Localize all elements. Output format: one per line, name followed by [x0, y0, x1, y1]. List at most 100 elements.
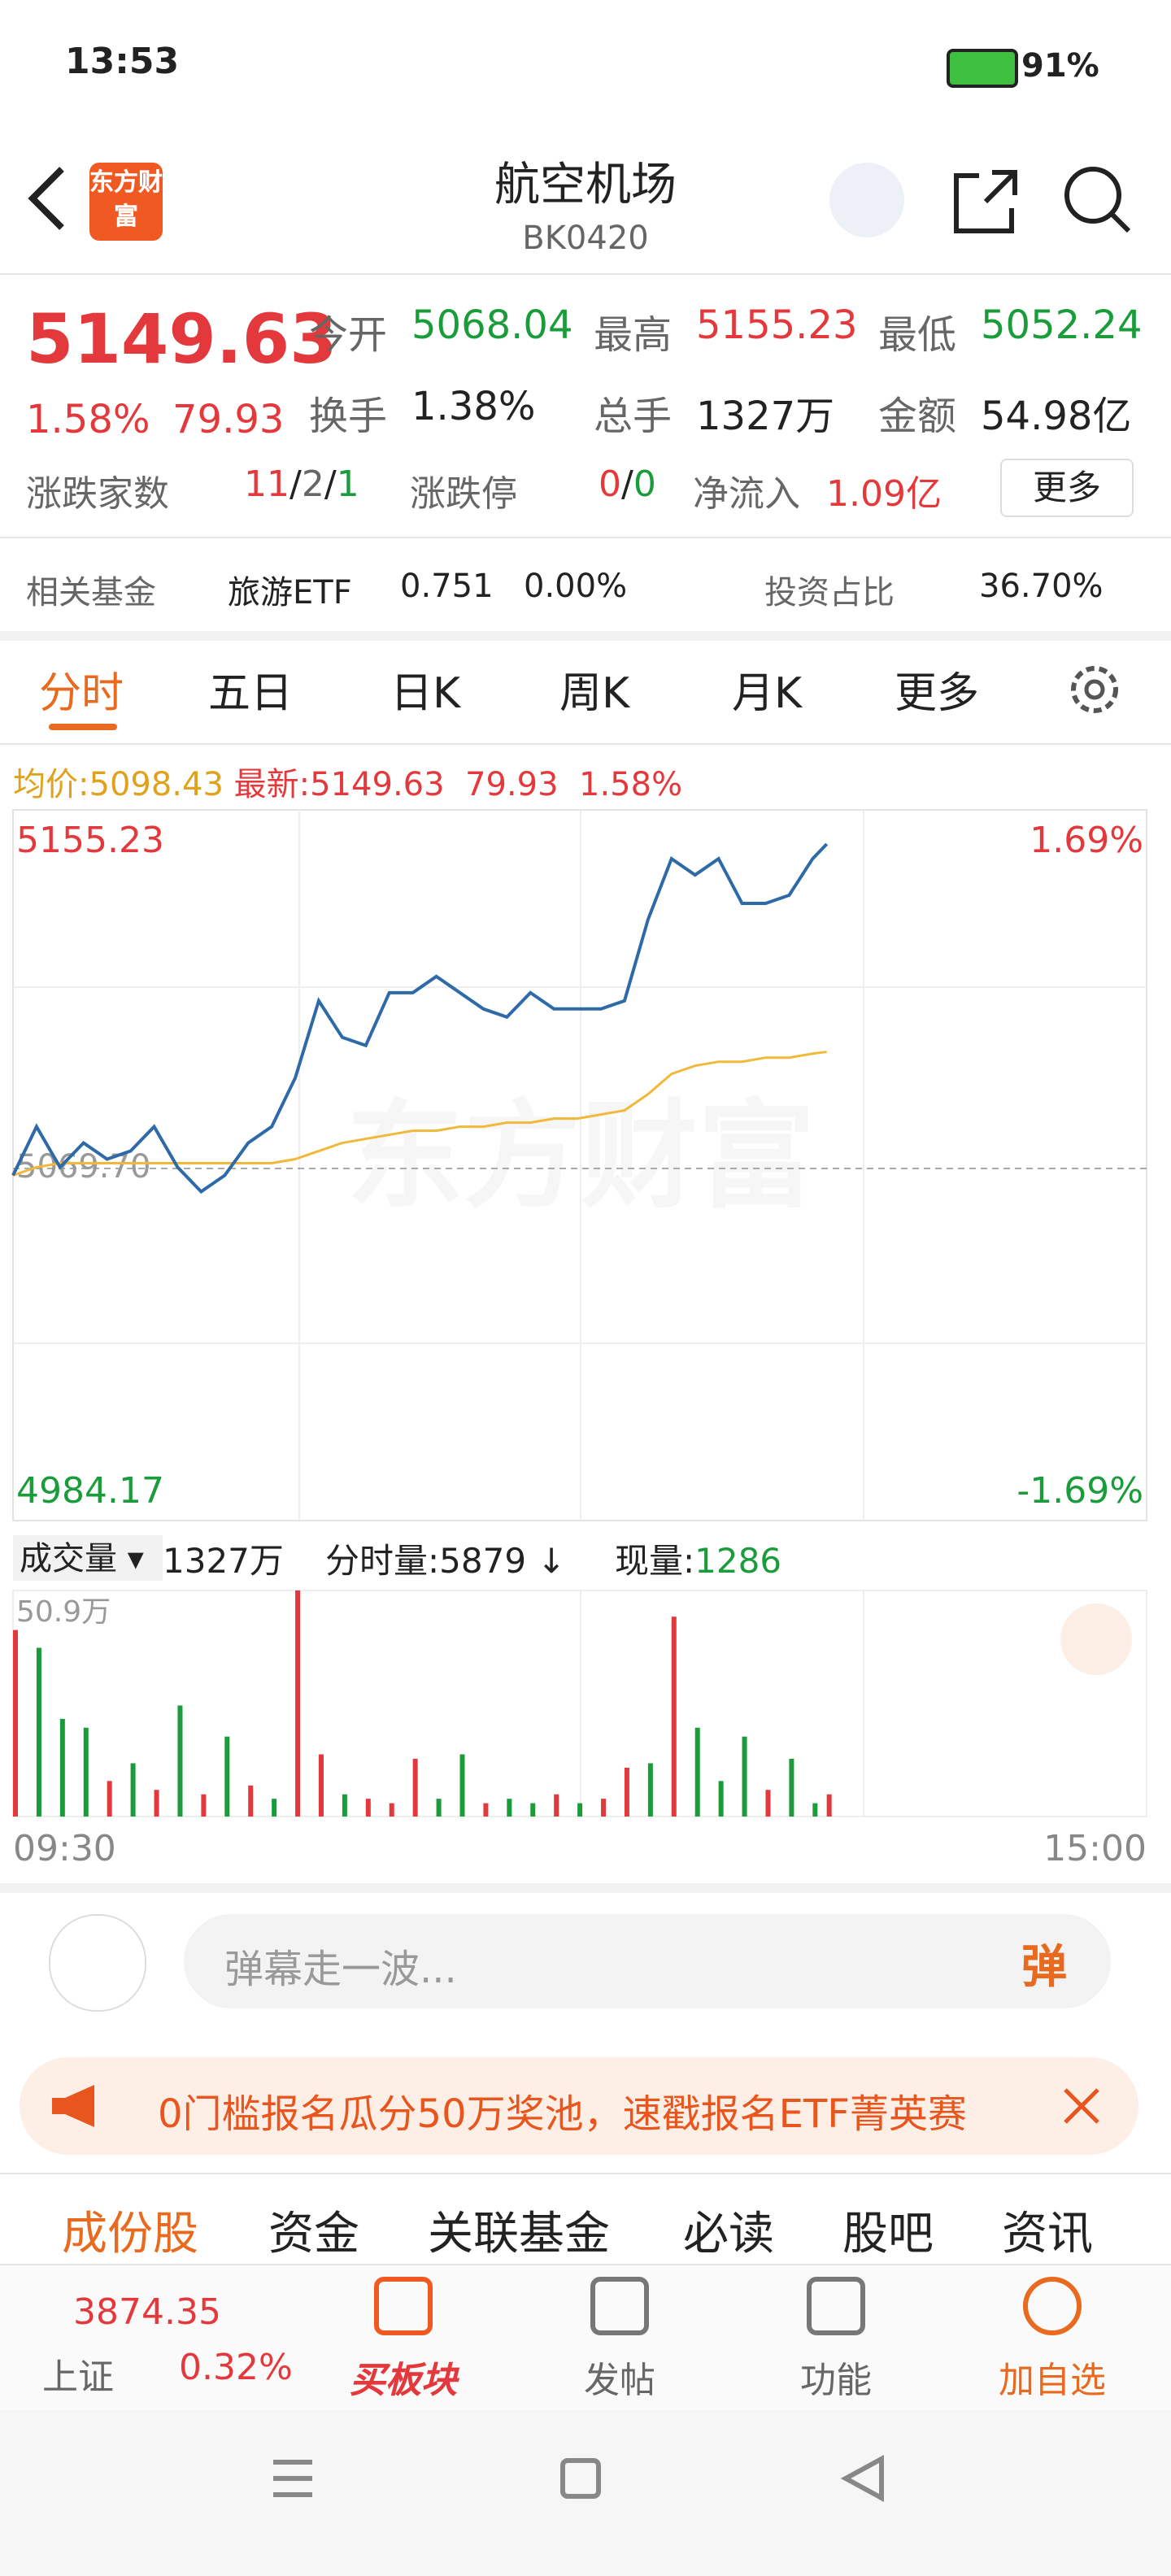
settings-button[interactable]: [1065, 660, 1124, 719]
danmu-button[interactable]: 弹: [1021, 1940, 1068, 1994]
nav-icon[interactable]: [590, 2277, 649, 2335]
volume-selector[interactable]: 成交量 ▾: [13, 1535, 163, 1581]
more-button[interactable]: 更多: [1000, 459, 1134, 517]
chart-tab[interactable]: 月K: [732, 670, 803, 719]
volume-bar: [765, 1790, 771, 1817]
field-value: 5068.04: [411, 302, 573, 348]
chart-tab[interactable]: 五日: [208, 670, 294, 719]
last-pct: 1.58%: [579, 764, 683, 803]
chart-tab[interactable]: 分时: [39, 670, 124, 719]
volume-bar: [318, 1754, 324, 1817]
field-value: 5052.24: [981, 302, 1143, 348]
field-label: 今开: [309, 312, 387, 358]
nav-icon[interactable]: [374, 2277, 433, 2335]
nav-button[interactable]: 发帖: [583, 2361, 655, 2402]
battery-icon: [947, 49, 1018, 88]
ratio: 36.70%: [979, 566, 1104, 605]
page-title: 航空机场: [494, 158, 677, 211]
tick-label: 分时量:: [325, 1542, 440, 1581]
volume-bar: [507, 1799, 512, 1817]
now-volume: 现量:1286: [615, 1535, 781, 1584]
up-count: 11: [244, 465, 289, 506]
index-value[interactable]: 3874.35: [73, 2293, 221, 2334]
avg-value: 5098.43: [89, 764, 224, 803]
inflow: 1.09亿: [826, 475, 942, 516]
volume-bar: [530, 1803, 536, 1817]
volume-bar: [201, 1794, 207, 1817]
fund-label: 相关基金: [26, 572, 156, 611]
section-tab[interactable]: 关联基金: [428, 2207, 611, 2261]
volume-bar: [13, 1630, 18, 1817]
volume-bar: [389, 1803, 394, 1817]
price-line: [11, 842, 829, 1194]
expand-button[interactable]: [1060, 1603, 1132, 1675]
volume-bar: [224, 1736, 230, 1817]
volume-bar: [718, 1781, 724, 1817]
fund-name[interactable]: 旅游ETF: [228, 572, 352, 611]
search-button[interactable]: [1060, 163, 1135, 237]
chart-tab[interactable]: 更多: [895, 670, 980, 719]
fund-change: 0.00%: [524, 566, 628, 605]
volume-bar: [826, 1794, 832, 1817]
pct-bottom: -1.69%: [1016, 1470, 1143, 1512]
avg-label: 均价:: [13, 764, 89, 803]
pct-top: 1.69%: [1030, 820, 1143, 861]
field-value: 1.38%: [411, 384, 536, 429]
comment-input[interactable]: [184, 1914, 1111, 2008]
nav-bar: [0, 2264, 1171, 2412]
nav-button[interactable]: 功能: [799, 2361, 872, 2402]
last-price: 5149.63: [26, 299, 337, 379]
banner-close[interactable]: [1060, 2085, 1103, 2127]
robot-icon[interactable]: [829, 163, 904, 237]
volume-bar: [248, 1785, 254, 1817]
section-tab[interactable]: 资金: [268, 2207, 360, 2261]
battery: 91%: [1021, 46, 1099, 85]
comment-placeholder: 弹幕走一波...: [224, 1947, 457, 1992]
section-tab[interactable]: 成份股: [62, 2207, 199, 2261]
down-count: 1: [336, 465, 359, 506]
volume-bar: [342, 1794, 347, 1817]
volume-total: 1327万: [163, 1542, 284, 1581]
change: 79.93: [172, 397, 285, 442]
section-tab[interactable]: 必读: [683, 2207, 775, 2261]
volume-bar: [436, 1799, 442, 1817]
field-label: 换手: [309, 394, 387, 439]
volume-bar: [107, 1781, 112, 1817]
nav-button[interactable]: 加自选: [998, 2361, 1106, 2402]
nav-button[interactable]: 买板块: [349, 2361, 457, 2402]
banner[interactable]: [20, 2057, 1138, 2155]
volume-bar: [742, 1736, 747, 1817]
last-change: 79.93: [465, 764, 559, 803]
nav-icon[interactable]: [807, 2277, 865, 2335]
section-tab[interactable]: 资讯: [1002, 2207, 1094, 2261]
tick-volume: 分时量:5879 ↓: [325, 1542, 566, 1581]
app-logo: 东方财富: [89, 163, 163, 241]
volume-bar: [83, 1727, 89, 1817]
y-min-label: 4984.17: [16, 1470, 164, 1512]
time-start: 09:30: [13, 1828, 116, 1869]
chart-tab[interactable]: 周K: [559, 670, 630, 719]
volume-bar: [412, 1758, 418, 1817]
flat-count: 2: [301, 465, 324, 506]
nav-icon[interactable]: [1023, 2277, 1082, 2335]
banner-text: 0门槛报名瓜分50万奖池，速戳报名ETF菁英赛: [158, 2091, 967, 2137]
volume-bar: [272, 1799, 277, 1817]
volume-bar: [130, 1763, 136, 1817]
field-value: 5155.23: [696, 302, 858, 348]
change-pct: 1.58%: [26, 397, 150, 442]
volume-bar: [624, 1767, 629, 1817]
banner-icon: [52, 2085, 94, 2127]
last-label: 最新:: [233, 764, 311, 803]
danmu-settings[interactable]: [49, 1914, 146, 2012]
status-time: 13:53: [65, 42, 180, 83]
share-button[interactable]: [950, 166, 1021, 237]
volume-bar: [601, 1799, 607, 1817]
volume-bar: [577, 1803, 583, 1817]
chart-tab[interactable]: 日K: [390, 670, 461, 719]
section-tab[interactable]: 股吧: [842, 2207, 934, 2261]
field-label: 最高: [594, 312, 672, 358]
avg-line: [12, 1051, 827, 1177]
limit-down: 0: [633, 465, 656, 506]
back-button[interactable]: [23, 163, 72, 234]
